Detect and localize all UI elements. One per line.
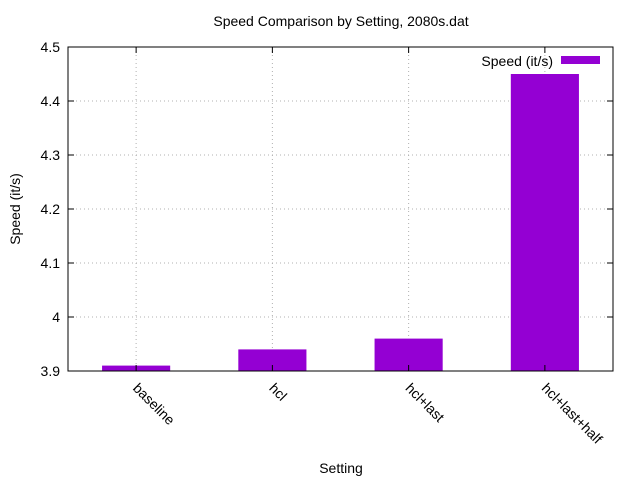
y-tick-label: 4.3	[41, 147, 61, 163]
y-tick-label: 3.9	[41, 363, 61, 379]
x-tick-label: hcl	[266, 380, 290, 404]
y-axis: 3.9 4 4.1 4.2 4.3 4.4 4.5	[41, 39, 613, 379]
y-tick-label: 4.4	[41, 93, 61, 109]
legend-swatch	[561, 56, 600, 64]
x-tick-label: baseline	[130, 380, 178, 428]
legend: Speed (it/s)	[481, 53, 600, 69]
bar-hcl	[238, 349, 307, 371]
chart-title: Speed Comparison by Setting, 2080s.dat	[213, 13, 468, 29]
y-tick-label: 4.1	[41, 255, 61, 271]
y-tick-label: 4.5	[41, 39, 61, 55]
bar-layer	[102, 74, 579, 371]
bar-hcl-last-half	[510, 74, 579, 371]
legend-label: Speed (it/s)	[481, 53, 553, 69]
y-tick-label: 4	[52, 309, 60, 325]
x-axis-label: Setting	[319, 460, 363, 476]
x-tick-label: hcl+last	[403, 380, 448, 425]
y-axis-label: Speed (it/s)	[7, 173, 23, 245]
grid-layer	[68, 47, 613, 371]
y-tick-label: 4.2	[41, 201, 61, 217]
x-tick-label: hcl+last+half	[539, 380, 606, 447]
